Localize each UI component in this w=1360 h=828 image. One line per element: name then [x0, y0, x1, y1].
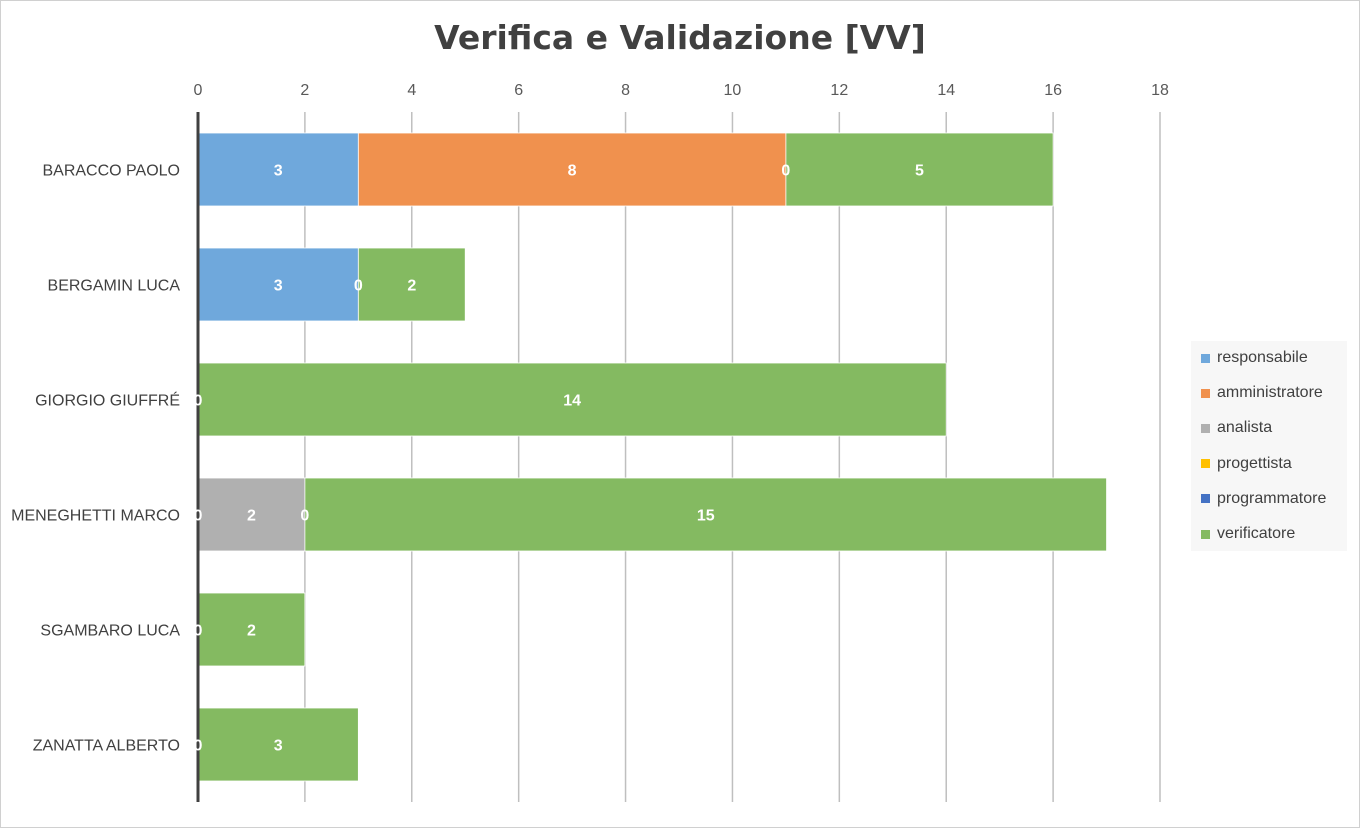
- x-tick-label: 0: [194, 82, 203, 99]
- legend-label: responsabile: [1217, 349, 1308, 366]
- data-label: 0: [354, 278, 363, 295]
- legend-item: amministratore: [1201, 383, 1323, 403]
- x-tick-label: 14: [937, 82, 955, 99]
- legend-item: responsabile: [1201, 348, 1308, 368]
- bar-segment: [357, 247, 466, 322]
- data-label: 2: [407, 278, 416, 295]
- data-label: 0: [300, 508, 309, 525]
- x-tick-label: 16: [1044, 82, 1062, 99]
- bar-segment: [197, 707, 359, 782]
- legend-item: analista: [1201, 418, 1272, 438]
- data-label: 0: [194, 393, 203, 410]
- legend-label: progettista: [1217, 454, 1292, 472]
- data-label: 3: [274, 278, 283, 295]
- data-label: 3: [274, 163, 283, 180]
- data-label: 14: [563, 393, 581, 410]
- legend-label: analista: [1217, 419, 1273, 437]
- legend-label: amministratore: [1217, 384, 1323, 402]
- bar-segment: [197, 362, 947, 437]
- legend-item: verificatore: [1201, 524, 1295, 544]
- legend-swatch: [1201, 529, 1210, 539]
- x-tick-label: 4: [407, 82, 416, 99]
- data-label: 2: [247, 508, 256, 525]
- x-tick-label: 12: [830, 82, 848, 99]
- x-tick-label: 8: [621, 82, 630, 99]
- legend-swatch: [1201, 459, 1210, 469]
- chart-title: Verifica e Validazione [VV]: [434, 18, 926, 57]
- category-label: BERGAMIN LUCA: [48, 278, 181, 295]
- bar-segment: [785, 132, 1054, 207]
- data-label: 0: [194, 738, 203, 755]
- legend-swatch: [1201, 353, 1210, 363]
- data-label: 0: [781, 163, 790, 180]
- category-label: SGAMBARO LUCA: [40, 623, 180, 640]
- x-tick-label: 10: [724, 82, 742, 99]
- bar-segment: [197, 132, 359, 207]
- data-label: 3: [274, 738, 283, 755]
- chart-legend: responsabile amministratore analista proget…: [1191, 341, 1347, 551]
- legend-label: verificatore: [1217, 525, 1296, 542]
- x-tick-label: 18: [1151, 82, 1169, 99]
- legend-item: progettista: [1201, 454, 1292, 474]
- bar-segment: [197, 247, 359, 322]
- x-tick-label: 6: [514, 82, 523, 99]
- bar-segment: [304, 477, 1107, 552]
- legend-swatch: [1201, 423, 1210, 433]
- data-label: 8: [568, 163, 577, 180]
- data-label: 5: [915, 163, 924, 180]
- data-label: 15: [697, 508, 715, 525]
- x-tick-label: 2: [300, 82, 309, 99]
- category-label: BARACCO PAOLO: [42, 163, 180, 180]
- data-label: 2: [247, 623, 256, 640]
- legend-item: programmatore: [1201, 489, 1326, 509]
- data-label: 0: [194, 508, 203, 525]
- bar-segment: [357, 132, 787, 207]
- bar-segment: [197, 477, 306, 552]
- legend-swatch: [1201, 388, 1210, 398]
- category-label: GIORGIO GIUFFRÉ: [35, 391, 180, 410]
- category-label: ZANATTA ALBERTO: [33, 738, 180, 755]
- legend-label: programmatore: [1217, 489, 1327, 507]
- data-label: 0: [194, 623, 203, 640]
- legend-swatch: [1201, 494, 1210, 504]
- bar-segment: [197, 592, 306, 667]
- category-label: MENEGHETTI MARCO: [11, 508, 180, 525]
